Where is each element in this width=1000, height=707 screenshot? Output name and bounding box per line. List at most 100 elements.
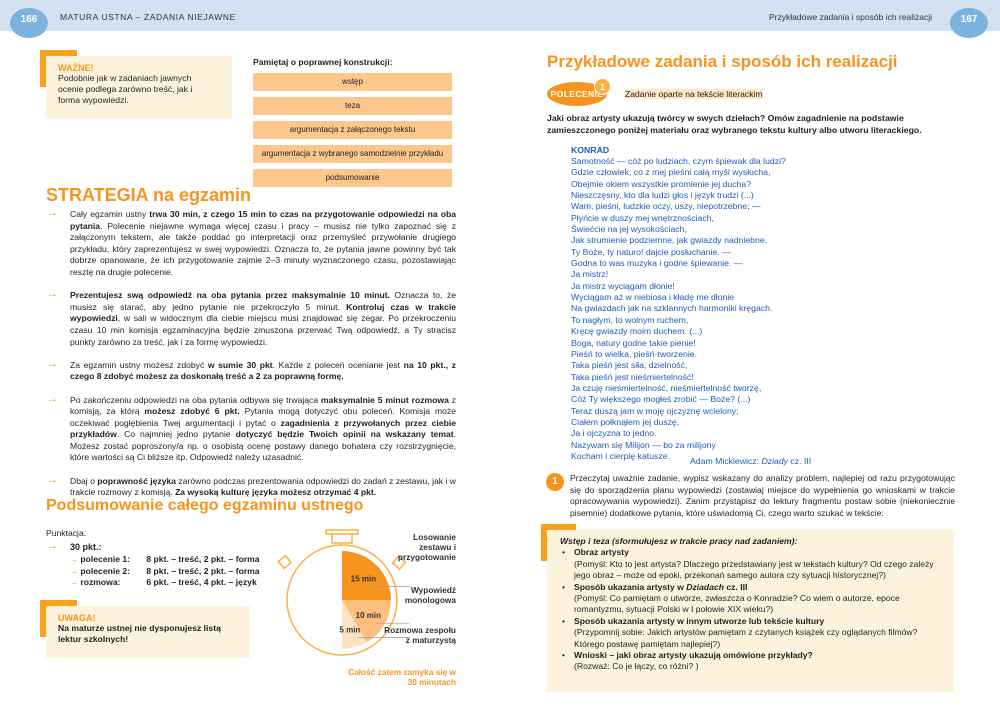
text-segment: . Możesz zostać poproszony/a np. o osobi… bbox=[70, 429, 457, 463]
poem-line: Teraz duszą jam w moję ojczyznę wcielony… bbox=[571, 405, 739, 416]
header-band bbox=[0, 0, 1000, 31]
strategy-item: → Za egzamin ustny możesz zdobyć w sumie … bbox=[46, 358, 456, 383]
poem-text: Samotność — cóż po ludziach, czym śpiewa… bbox=[571, 156, 786, 462]
callout-title: UWAGA! bbox=[58, 613, 96, 623]
text-segment: na 10 pkt., z czego 8 zdobyć możesz za d… bbox=[70, 359, 456, 382]
question-item: Sposób ukazania artysty w Dziadach cz. I… bbox=[560, 582, 941, 616]
box-title: Wstęp i teza (sformułujesz w trakcie pra… bbox=[560, 536, 798, 546]
poem-line: Godna to was muzyka i godne śpiewanie. — bbox=[571, 258, 743, 269]
crown-icon bbox=[325, 529, 359, 535]
side-button-icon bbox=[277, 554, 293, 570]
text-segment: maksymalnie 5 minut rozmowa bbox=[320, 394, 449, 405]
source-author: Adam Mickiewicz: bbox=[690, 456, 762, 466]
strategy-text: Dbaj o poprawność języka zarówno podczas… bbox=[70, 476, 456, 499]
poem-line: Świećcie na jej wysokościach, bbox=[571, 224, 687, 235]
text-segment: dotyczyć będzie Twoich opinii na wskazan… bbox=[235, 429, 454, 440]
text-segment: Cały egzamin ustny bbox=[70, 209, 150, 219]
source-work: Dziady bbox=[761, 456, 789, 466]
source-part: cz. III bbox=[788, 456, 812, 466]
text-segment: poprawność języka bbox=[97, 475, 177, 486]
construction-step: argumentacja z załączonego tekstu bbox=[253, 121, 452, 139]
text-segment: Sposób ukazania artysty w innym utworze … bbox=[574, 615, 825, 626]
poem-line: Ja mistrz! bbox=[571, 269, 609, 280]
poem-line: Kręcę gwiazdy moim duchem. (...) bbox=[571, 326, 703, 337]
poem-line: Ja czuję nieśmiertelność, nieśmiertelnoś… bbox=[571, 382, 762, 393]
text-segment: trwa 30 min, z czego 15 min to czas na p… bbox=[70, 209, 456, 231]
text-segment: Po zakończeniu odpowiedzi na oba pytania… bbox=[70, 394, 321, 405]
crown-icon bbox=[331, 533, 353, 544]
text-segment: , w sali w widocznym dla ciebie miejscu … bbox=[70, 313, 456, 347]
question-item: Obraz artysty(Pomyśl: Kto to jest artyst… bbox=[560, 547, 941, 581]
construction-step: teza bbox=[253, 97, 452, 115]
text-segment: Za wysoką kulturę języka możesz otrzymać… bbox=[175, 487, 377, 498]
scoring-label: Punktacja: bbox=[46, 528, 87, 538]
task-question: Jaki obraz artysty ukazują twórcy w swyc… bbox=[547, 113, 922, 135]
poem-line: Nieszczęsny, kto dla ludzi głos i język … bbox=[571, 190, 754, 201]
poem-line: Ty Boże, ty naturo! dajcie posłuchanie. … bbox=[571, 246, 731, 257]
construction-title: Pamiętaj o poprawnej konstrukcji: bbox=[253, 57, 393, 67]
scoring-value: 8 pkt. – treść, 2 pkt. – forma bbox=[146, 554, 260, 564]
step-text: Przeczytaj uważnie zadanie, wypisz wskaz… bbox=[570, 473, 955, 518]
construction-step: argumentacja z wybranego samodzielnie pr… bbox=[253, 145, 452, 163]
poem-line: Gdzie człowiek, co z mej pieśni całą myś… bbox=[571, 167, 771, 178]
text-segment: Pytania mogą dotyczyć obu poleceń. Komis… bbox=[70, 406, 456, 428]
question-item: Sposób ukazania artysty w innym utworze … bbox=[560, 616, 941, 650]
text-segment: . Polecenie niejawne wymaga więcej czasu… bbox=[70, 220, 456, 277]
scoring-total: 30 pkt.: bbox=[70, 542, 102, 552]
strategy-item: → Po zakończeniu odpowiedzi na oba pytani… bbox=[46, 393, 457, 465]
scoring-name: rozmowa: bbox=[80, 577, 121, 587]
text-segment: Prezentujesz swą odpowiedź na oba pytani… bbox=[70, 290, 391, 301]
question-hint: (Pomyśl: Co pamiętam o utworze, zwłaszcz… bbox=[574, 593, 900, 615]
summary-heading: Podsumowanie całego egzaminu ustnego bbox=[46, 497, 364, 514]
arrow-icon: → bbox=[70, 578, 78, 587]
question-heading: Sposób ukazania artysty w Dziadach cz. I… bbox=[574, 582, 941, 593]
scoring-row: → polecenie 2: 8 pkt. – treść, 2 pkt. – f… bbox=[70, 566, 260, 578]
scoring-name: polecenie 2: bbox=[80, 565, 131, 576]
strategy-text: Cały egzamin ustny trwa 30 min, z czego … bbox=[70, 209, 456, 279]
arrow-icon: → bbox=[70, 555, 78, 564]
scoring-value: 6 pkt. – treść, 4 pkt. – język bbox=[146, 577, 257, 587]
text-segment: Oznacza to, że musisz się starać, aby je… bbox=[70, 290, 456, 312]
running-head-right: Przykładowe zadania i sposób ich realiza… bbox=[769, 12, 932, 22]
poem-line: Jak strumienie podziemne, jak gwiazdy na… bbox=[571, 235, 768, 246]
text-segment: Wnioski – jaki obraz artysty ukazują omó… bbox=[574, 650, 813, 661]
scoring-name: polecenie 1: bbox=[80, 554, 131, 564]
arrow-icon: → bbox=[47, 207, 58, 219]
poem-line: Kocham i cierpię katusze. bbox=[571, 450, 670, 461]
time-slice bbox=[342, 551, 391, 600]
strategy-text: Za egzamin ustny możesz zdobyć w sumie 3… bbox=[70, 360, 456, 383]
task-type: Zadanie oparte na tekście literackim bbox=[625, 89, 763, 99]
strategy-item: → Dbaj o poprawność języka zarówno podcza… bbox=[46, 473, 456, 499]
text-segment: zarówno podczas prezentowania odpowiedzi… bbox=[70, 475, 456, 498]
callout-text: Podobnie jak w zadaniach jawnych ocenie … bbox=[58, 73, 193, 105]
arrow-icon: → bbox=[47, 473, 58, 486]
stopwatch-diagram: 15 min 10 min 5 min bbox=[277, 529, 410, 656]
time-segment-description: Losowanie zestawu i przygotowanie bbox=[397, 532, 456, 562]
strategy-heading: STRATEGIA na egzamin bbox=[46, 185, 252, 205]
question-heading: Wnioski – jaki obraz artysty ukazują omó… bbox=[574, 650, 941, 661]
slice-label: 5 min bbox=[339, 625, 360, 634]
strategy-item: → Cały egzamin ustny trwa 30 min, z czego… bbox=[46, 207, 456, 279]
poem-line: Ja mistrz wyciągam dłonie! bbox=[571, 280, 675, 291]
text-segment: Za egzamin ustny możesz zdobyć bbox=[70, 359, 208, 370]
arrow-icon: → bbox=[47, 540, 58, 552]
time-segment-description: Wypowiedź monologowa bbox=[404, 585, 456, 605]
poem-line: Nazywam się Milijon — bo za milijony bbox=[571, 439, 716, 450]
strategy-list: → Cały egzamin ustny trwa 30 min, z czego… bbox=[46, 207, 457, 510]
poem-title: KONRAD bbox=[571, 145, 610, 155]
right-page-title: Przykładowe zadania i sposób ich realiza… bbox=[547, 52, 898, 71]
question-item: Wnioski – jaki obraz artysty ukazują omó… bbox=[560, 650, 941, 673]
text-segment: Dbaj o bbox=[70, 475, 98, 486]
warning-callout: UWAGA! Na maturze ustnej nie dysponujesz… bbox=[46, 606, 250, 658]
poem-source: Adam Mickiewicz: Dziady cz. III bbox=[690, 456, 811, 467]
slice-label: 10 min bbox=[356, 611, 381, 620]
poem-line: Cóż Ty większego mogłeś zrobić — Boże? (… bbox=[571, 394, 751, 405]
poem-line: Obejmie okiem wszystkie promienie jej du… bbox=[571, 178, 752, 189]
text-segment: zagadnienia z przywołanych przez ciebie … bbox=[70, 417, 456, 440]
time-slice bbox=[342, 600, 391, 643]
step-number: 1 bbox=[546, 473, 564, 491]
poem-line: Na gwiazdach jak na szklannych harmoniki… bbox=[571, 303, 773, 314]
question-list: Obraz artysty(Pomyśl: Kto to jest artyst… bbox=[560, 547, 941, 672]
task-badge-label: POLECENIE bbox=[550, 89, 604, 99]
text-segment: w sumie 30 pkt bbox=[207, 359, 273, 370]
